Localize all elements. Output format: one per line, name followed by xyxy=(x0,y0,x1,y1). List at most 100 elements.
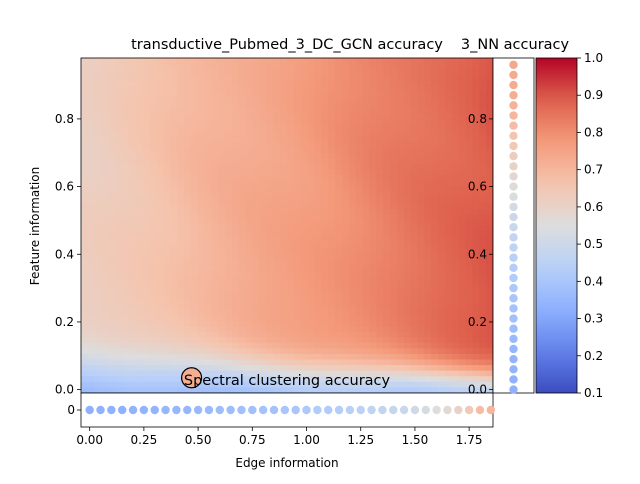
heatmap-cell xyxy=(383,97,391,104)
heatmap-cell xyxy=(403,175,412,182)
heatmap-cell xyxy=(369,91,377,98)
heatmap-cell xyxy=(163,147,171,154)
heatmap-cell xyxy=(307,270,316,277)
bottom-strip-point xyxy=(280,405,290,415)
heatmap-cell xyxy=(238,192,247,199)
heatmap-cell xyxy=(115,58,123,65)
heatmap-cell xyxy=(87,376,96,383)
heatmap-cell xyxy=(197,270,206,277)
heatmap-cell xyxy=(142,259,151,266)
heatmap-cell xyxy=(163,97,171,104)
heatmap-cell xyxy=(362,108,370,115)
heatmap-cell xyxy=(225,387,233,393)
heatmap-cell xyxy=(204,236,213,243)
spectral-clustering-point xyxy=(180,367,203,389)
heatmap-cell xyxy=(177,203,185,210)
heatmap-cell xyxy=(273,219,281,227)
heatmap-cell xyxy=(341,147,350,154)
heatmap-cell xyxy=(149,309,158,316)
heatmap-cell xyxy=(341,197,350,204)
heatmap-cell xyxy=(101,286,110,294)
heatmap-cell xyxy=(438,259,446,266)
heatmap-cell xyxy=(335,370,343,377)
heatmap-cell xyxy=(87,236,96,243)
heatmap-cell xyxy=(232,85,240,93)
heatmap-cell xyxy=(293,353,302,361)
heatmap-cell xyxy=(465,309,473,316)
heatmap-cell xyxy=(335,125,343,132)
heatmap-cell xyxy=(149,236,158,243)
heatmap-cell xyxy=(149,359,158,366)
heatmap-cell xyxy=(149,303,158,310)
heatmap-cell xyxy=(438,270,446,277)
heatmap-cell xyxy=(135,303,144,310)
heatmap-cell xyxy=(190,130,199,137)
heatmap-cell xyxy=(314,85,322,93)
heatmap-cell xyxy=(314,97,322,104)
heatmap-cell xyxy=(225,136,233,143)
heatmap-cell xyxy=(259,164,267,171)
heatmap-cell xyxy=(204,203,213,210)
heatmap-cell xyxy=(108,136,116,143)
heatmap-cell xyxy=(390,259,398,266)
heatmap-cell xyxy=(479,91,487,98)
heatmap-cell xyxy=(451,186,460,193)
heatmap-cell xyxy=(300,102,309,109)
heatmap-cell xyxy=(300,208,309,215)
heatmap-cell xyxy=(390,175,398,182)
right-strip-point xyxy=(509,182,518,191)
heatmap-cell xyxy=(129,342,137,349)
heatmap-cell xyxy=(218,192,226,199)
heatmap-cell xyxy=(321,119,329,126)
heatmap-cell xyxy=(465,275,473,282)
heatmap-cell xyxy=(259,136,267,143)
heatmap-cell xyxy=(94,387,103,393)
heatmap-cell xyxy=(390,370,398,377)
heatmap-cell xyxy=(383,292,391,299)
heatmap-cell xyxy=(238,348,247,355)
heatmap-cell xyxy=(101,342,110,349)
heatmap-cell xyxy=(438,353,446,361)
heatmap-cell xyxy=(211,214,219,221)
heatmap-cell xyxy=(300,197,309,204)
heatmap-cell xyxy=(396,365,405,372)
heatmap-cell xyxy=(81,348,89,355)
heatmap-cell xyxy=(177,192,185,199)
bottom-strip-point xyxy=(432,405,441,415)
heatmap-cell xyxy=(87,331,96,338)
heatmap-cell xyxy=(142,158,151,165)
heatmap-cell xyxy=(252,320,261,327)
heatmap-cell xyxy=(211,236,219,243)
heatmap-cell xyxy=(314,370,322,377)
heatmap-cell xyxy=(252,203,261,210)
heatmap-cell xyxy=(465,314,473,322)
heatmap-cell xyxy=(444,136,453,143)
heatmap-cell xyxy=(335,80,343,87)
heatmap-cell xyxy=(135,102,144,109)
heatmap-cell xyxy=(451,370,460,377)
heatmap-cell xyxy=(486,219,493,227)
heatmap-cell xyxy=(252,91,261,98)
heatmap-cell xyxy=(465,292,473,299)
heatmap-cell xyxy=(424,231,432,238)
heatmap-cell xyxy=(307,247,316,255)
heatmap-cell xyxy=(486,359,493,366)
bottom-strip-point xyxy=(172,405,181,415)
heatmap-cell xyxy=(369,113,377,121)
heatmap-cell xyxy=(321,259,329,266)
x-tick-label: 1.00 xyxy=(293,433,320,447)
heatmap-cell xyxy=(184,130,192,137)
heatmap-cell xyxy=(341,292,350,299)
heatmap-cell xyxy=(458,303,467,310)
bottom-strip-point xyxy=(96,405,105,415)
heatmap-cell xyxy=(444,97,453,104)
heatmap-cell xyxy=(410,298,419,305)
heatmap-cell xyxy=(479,197,487,204)
heatmap-cell xyxy=(383,326,391,333)
heatmap-cell xyxy=(465,130,473,137)
heatmap-cell xyxy=(479,359,487,366)
heatmap-cell xyxy=(486,353,493,361)
heatmap-cell xyxy=(135,97,144,104)
heatmap-cell xyxy=(403,102,412,109)
heatmap-cell xyxy=(328,320,336,327)
